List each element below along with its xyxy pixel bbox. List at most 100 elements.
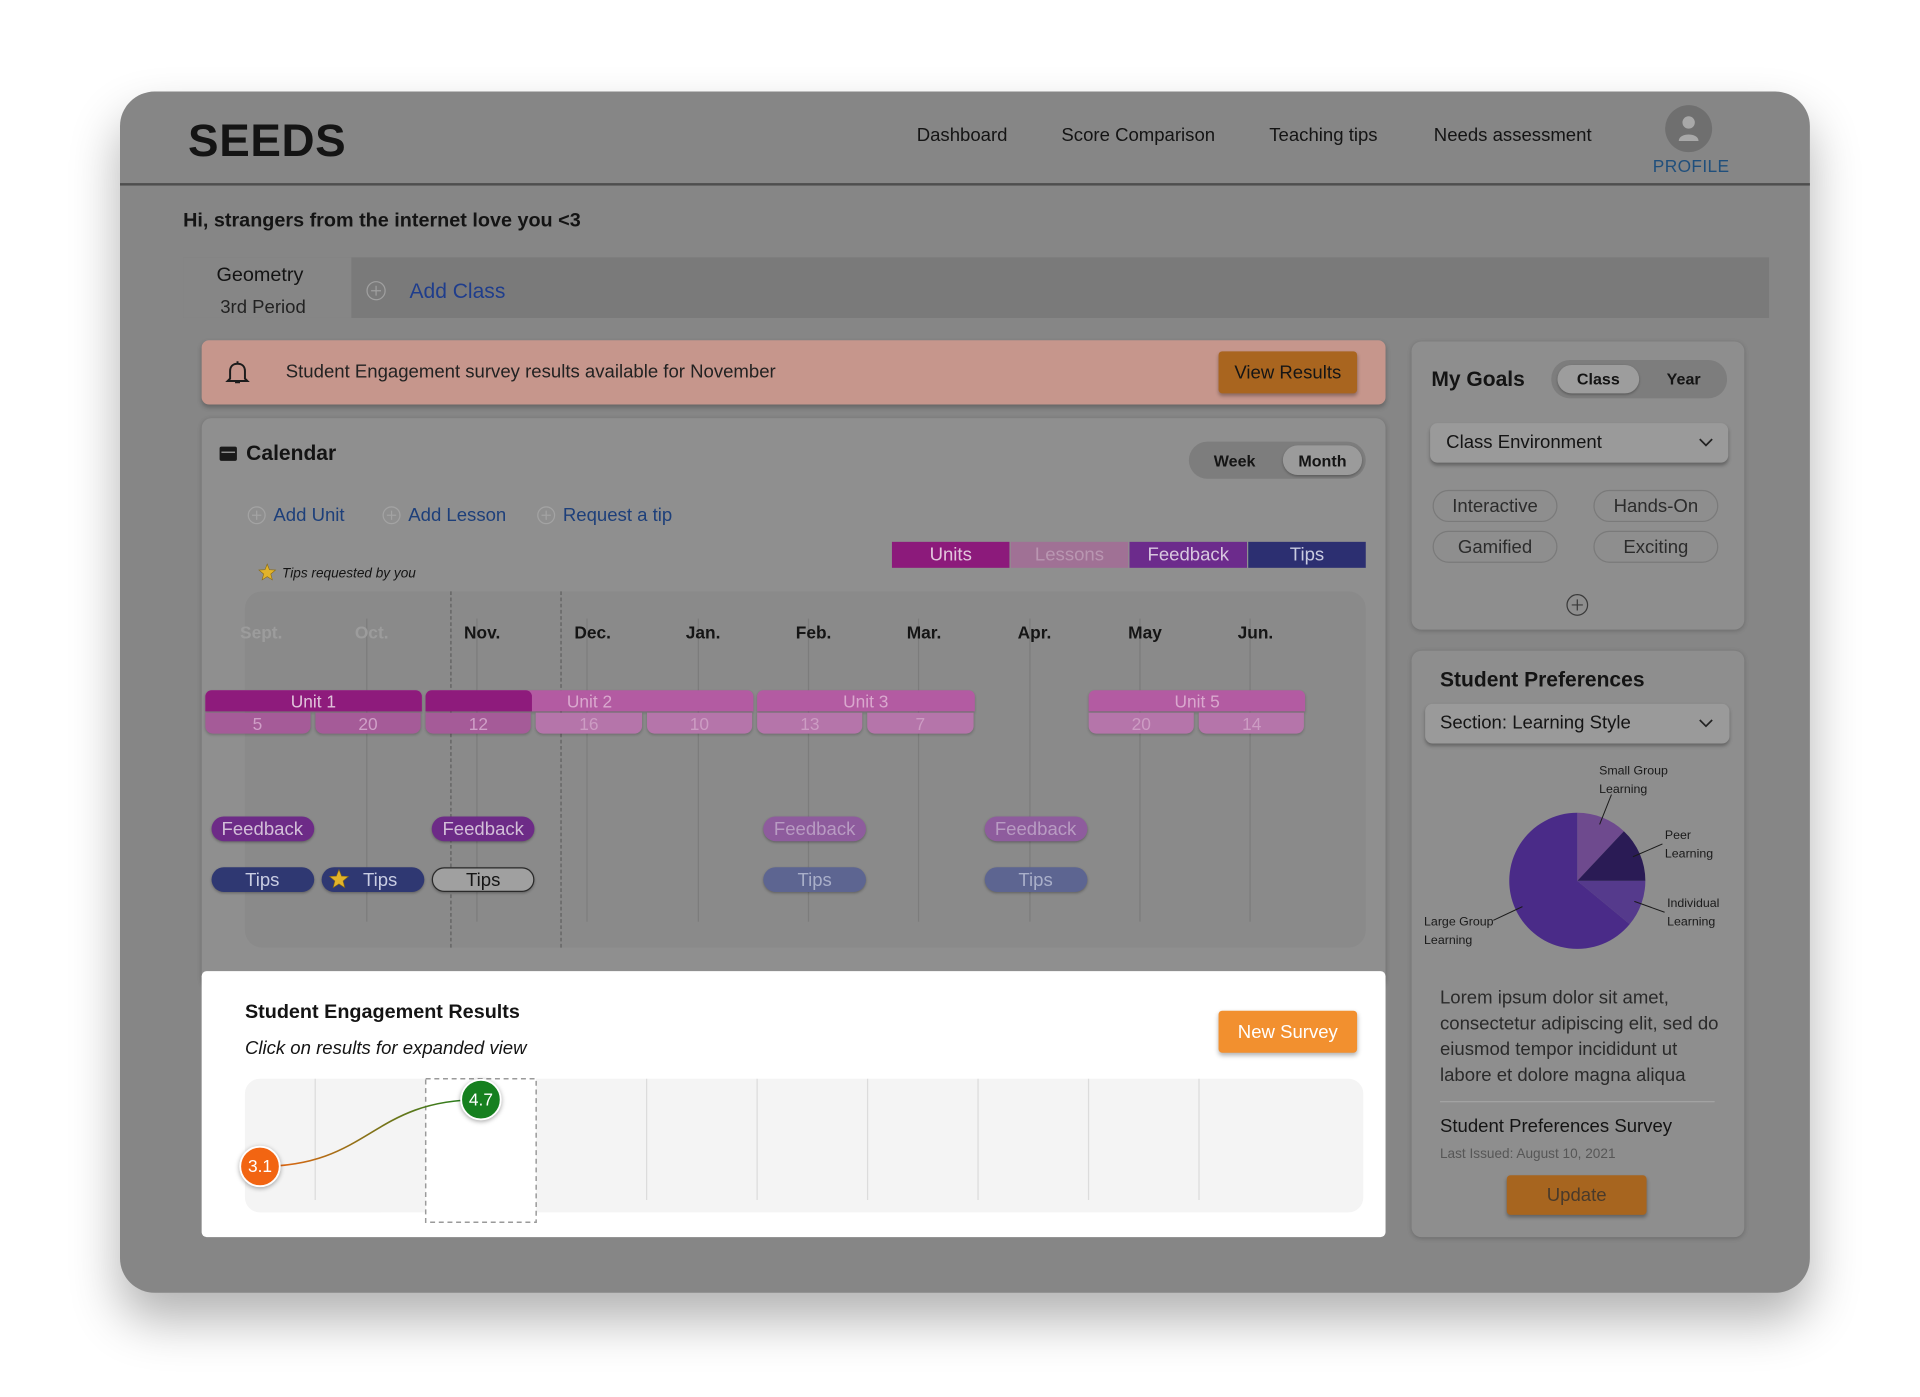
chevron (1699, 438, 1713, 447)
engagement-line (259, 1098, 481, 1168)
pie-label: Large Group Learning (1424, 915, 1494, 948)
unit-bar-current: Unit 1 (204, 690, 422, 712)
nav-link[interactable]: Score Comparison (1061, 124, 1216, 146)
plus-icon (247, 506, 266, 525)
lesson-cell[interactable]: 16 (536, 712, 642, 734)
legend-item: Tips (1248, 541, 1366, 568)
month-label: Jan. (685, 622, 721, 643)
update-button[interactable]: Update (1506, 1175, 1647, 1215)
feedback-pill[interactable]: Feedback (431, 816, 535, 842)
grid-divider (586, 618, 589, 922)
legend-item: Units (891, 541, 1010, 568)
result-point[interactable] (460, 1078, 502, 1121)
pie-leader (1599, 794, 1612, 825)
plus-icon (366, 281, 386, 301)
month-label: Nov. (464, 622, 501, 643)
plus-sign (371, 285, 382, 296)
chevron (1699, 719, 1713, 728)
avatar-head (1682, 116, 1695, 129)
lesson-cell[interactable]: 12 (425, 712, 532, 734)
preferences-text: Lorem ipsum dolor sit amet, consectetur … (1439, 987, 1719, 1087)
view-results-button[interactable]: View Results (1218, 351, 1358, 394)
calendar-action[interactable]: Request a tip (562, 504, 673, 526)
preferences-dropdown[interactable] (1425, 703, 1730, 744)
goals-toggle-option[interactable]: Class (1557, 364, 1640, 394)
tips-pill[interactable]: Tips (984, 867, 1087, 892)
feedback-pill[interactable]: Feedback (210, 816, 314, 842)
plus-circle (1566, 594, 1589, 616)
goal-tag[interactable]: Interactive (1432, 489, 1558, 523)
tips-pill[interactable]: Tips (210, 867, 314, 892)
unit-bar: Unit 5 (1088, 690, 1306, 712)
calendar-icon-body (219, 446, 237, 461)
result-label: 3.1 (248, 1156, 272, 1176)
pie-label: Individual Learning (1667, 897, 1720, 930)
lesson-cell[interactable]: 10 (646, 712, 753, 734)
goals-dropdown[interactable] (1430, 423, 1729, 463)
star (328, 868, 349, 889)
nav-link[interactable]: Needs assessment (1433, 124, 1592, 146)
calendar-action[interactable]: Add Unit (273, 504, 345, 526)
star-icon (258, 563, 277, 581)
lesson-cell[interactable]: 7 (867, 712, 974, 734)
bell-path (225, 361, 250, 384)
plus-circle (366, 281, 386, 301)
view-option[interactable]: Week (1213, 450, 1256, 470)
pie-slice (1577, 812, 1624, 881)
grid-divider (1028, 618, 1031, 922)
header-divider (119, 183, 1810, 186)
pie-slice (1577, 831, 1646, 881)
lesson-cell[interactable]: 14 (1198, 712, 1305, 734)
tips-note: Tips requested by you (282, 566, 416, 582)
pie-label: Peer Learning (1664, 829, 1714, 862)
unit-bar: Unit 3 (757, 690, 975, 712)
nav-link[interactable]: Teaching tips (1269, 124, 1378, 146)
month-label: Jun. (1237, 622, 1274, 643)
current-month-frame (450, 591, 563, 948)
chevron-path (1699, 438, 1713, 447)
logo: SEEDS (188, 115, 347, 166)
pie-chart (1493, 794, 1665, 949)
tips-pill[interactable]: Tips (763, 867, 866, 892)
tips-pill[interactable]: Tips (431, 867, 535, 892)
pie-label: Small Group Learning (1599, 764, 1668, 798)
calendar-icon (219, 446, 237, 461)
lesson-cell[interactable]: 20 (1088, 712, 1195, 734)
pie-slice (1577, 880, 1646, 925)
profile-avatar (1665, 105, 1713, 153)
result-point[interactable] (239, 1145, 281, 1188)
plus-sign (541, 510, 551, 520)
nav-link[interactable]: Dashboard (916, 124, 1008, 146)
lesson-cell[interactable]: 5 (204, 712, 311, 734)
goal-tag[interactable]: Exciting (1593, 530, 1719, 563)
view-option[interactable]: Month (1282, 445, 1363, 476)
goals-toggle-option[interactable]: Year (1666, 369, 1701, 389)
feedback-pill[interactable]: Feedback (763, 816, 866, 842)
lesson-cell[interactable]: 20 (315, 712, 421, 734)
goal-tag[interactable]: Gamified (1432, 530, 1558, 563)
plus-circle (247, 506, 266, 525)
pie-leader (1493, 906, 1523, 921)
calendar-action[interactable]: Add Lesson (408, 504, 507, 526)
chevron-path (1699, 719, 1713, 728)
feedback-pill[interactable]: Feedback (984, 816, 1087, 842)
grid-divider (918, 618, 920, 922)
month-label: Dec. (574, 622, 611, 643)
class-tab[interactable] (183, 257, 352, 318)
calendar-icon-band (221, 451, 236, 454)
goal-tag[interactable]: Hands-On (1593, 489, 1719, 523)
engagement-subtitle: Click on results for expanded view (244, 1037, 527, 1059)
bell-icon (225, 361, 250, 384)
pie-slice (1509, 812, 1630, 949)
engagement-chart: 3.1 4.7 (239, 1078, 1364, 1223)
tab-bar (183, 257, 1770, 318)
lesson-cell[interactable]: 13 (757, 712, 863, 734)
profile-link[interactable]: PROFILE (1652, 155, 1730, 176)
preferences-dropdown-text: Section: Learning Style (1439, 712, 1631, 734)
add-class[interactable]: Add Class (409, 279, 506, 304)
grid-divider (697, 618, 699, 922)
new-survey-button[interactable]: New Survey (1218, 1010, 1358, 1053)
legend-item: Lessons (1010, 541, 1129, 568)
class-period: 3rd Period (220, 296, 306, 318)
